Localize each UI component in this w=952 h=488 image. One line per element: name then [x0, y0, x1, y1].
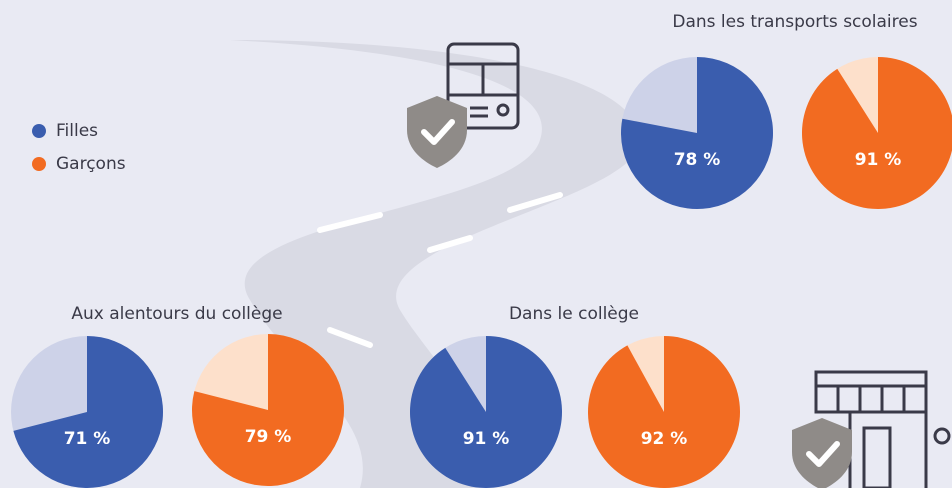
- value-label: 78 %: [674, 150, 721, 170]
- pie-slice: [410, 336, 562, 488]
- shield-icon: [792, 418, 852, 488]
- legend-label: Filles: [56, 121, 98, 141]
- infographic: Filles Garçons Dans les transports scola…: [0, 0, 952, 488]
- chart-title: Dans les transports scolaires: [672, 12, 917, 32]
- value-label: 91 %: [855, 150, 902, 170]
- legend-label: Garçons: [56, 154, 126, 174]
- legend-swatch: [32, 124, 46, 138]
- chart-title: Aux alentours du collège: [71, 304, 282, 324]
- value-label: 71 %: [64, 429, 111, 449]
- legend-swatch: [32, 157, 46, 171]
- value-label: 79 %: [245, 427, 292, 447]
- value-label: 91 %: [463, 429, 510, 449]
- pie-slice: [588, 336, 740, 488]
- value-label: 92 %: [641, 429, 688, 449]
- chart-title: Dans le collège: [509, 304, 639, 324]
- shield-icon: [407, 96, 467, 168]
